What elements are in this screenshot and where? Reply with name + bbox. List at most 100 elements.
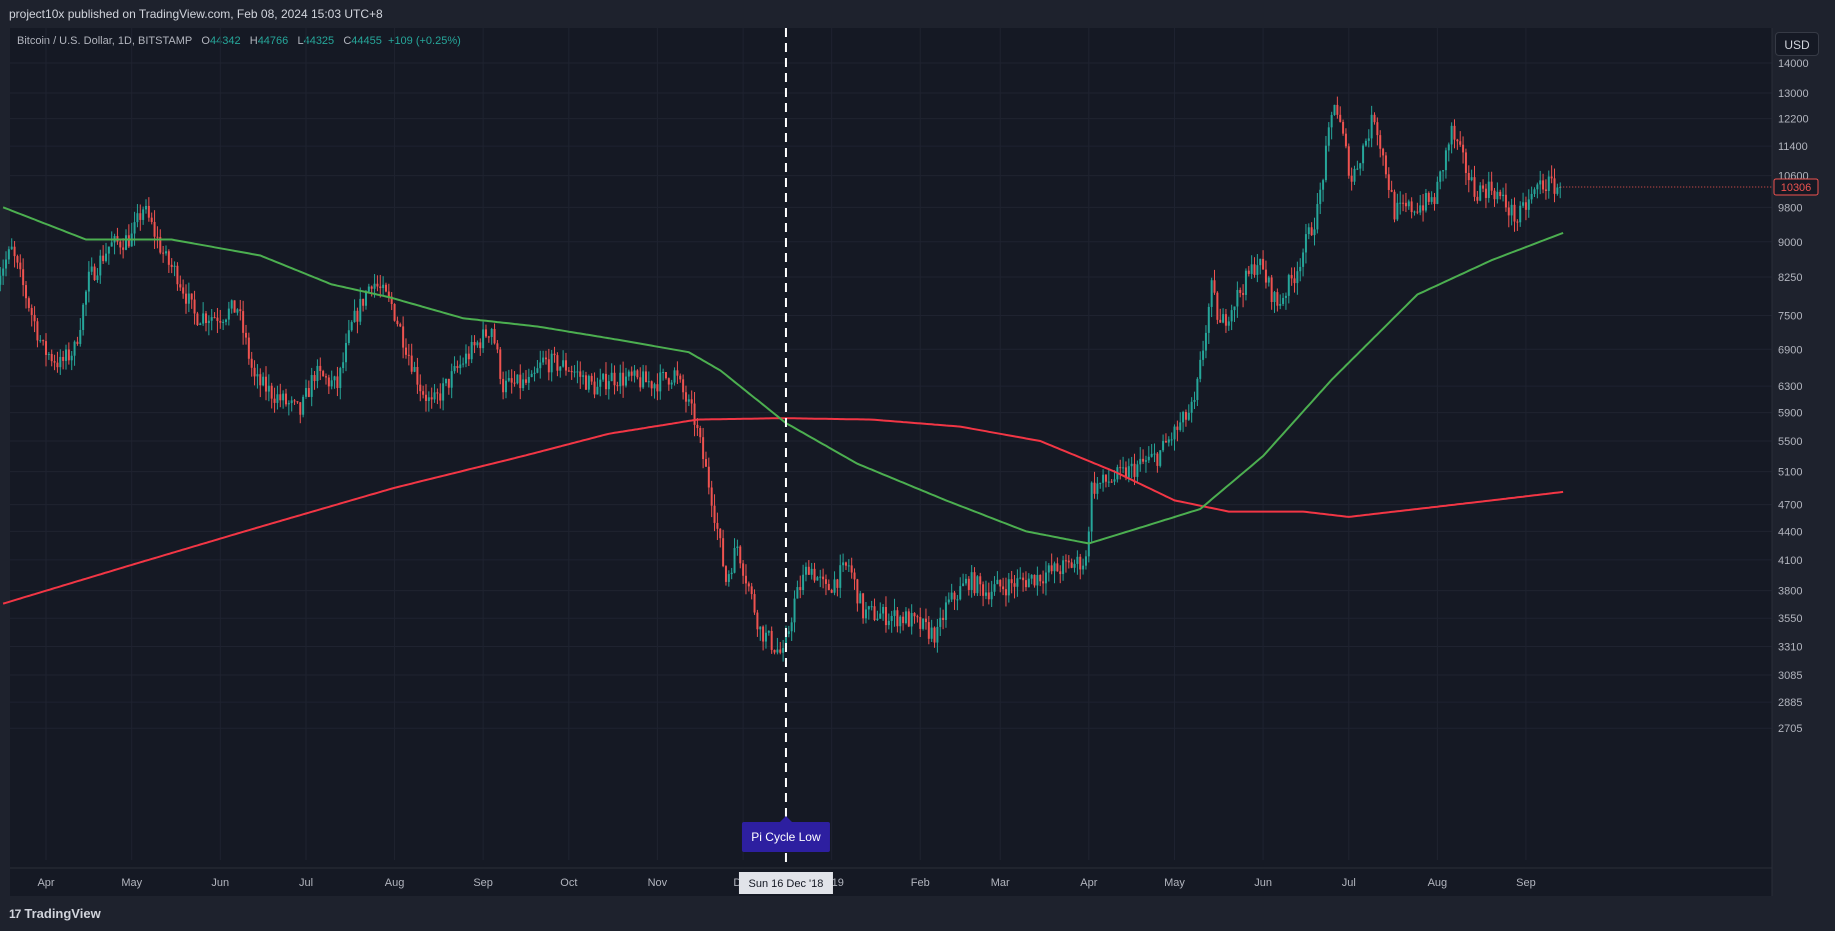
candle-body	[747, 583, 750, 587]
candle-body	[653, 384, 656, 389]
candle-body	[770, 630, 773, 650]
candle-body	[133, 222, 136, 234]
candle-body	[810, 568, 813, 575]
candle-body	[304, 388, 307, 397]
candle-body	[1410, 201, 1413, 213]
symbol-legend[interactable]: Bitcoin / U.S. Dollar, 1D, BITSTAMP O443…	[17, 35, 461, 47]
candle-body	[582, 375, 585, 377]
candle-body	[182, 287, 185, 294]
bottom-bar	[0, 896, 1835, 931]
candle-body	[1319, 189, 1322, 205]
candle-body	[1404, 202, 1407, 207]
candle-body	[293, 400, 296, 402]
candle-body	[433, 392, 436, 400]
time-tick-label: Jul	[1342, 877, 1356, 889]
candle-body	[704, 459, 707, 467]
candle-body	[147, 205, 150, 218]
open-value: 44342	[209, 35, 241, 47]
candle-body	[1130, 463, 1133, 467]
candle-body	[1044, 572, 1047, 584]
candle-body	[573, 371, 576, 373]
candle-body	[856, 579, 859, 604]
candle-body	[1364, 140, 1367, 146]
tradingview-logo[interactable]: 17 TradingView	[9, 906, 101, 921]
candle-body	[353, 310, 356, 323]
time-tick-label: May	[121, 877, 142, 889]
candle-body	[613, 372, 616, 386]
candle-body	[276, 394, 279, 403]
candle-body	[127, 235, 130, 247]
candle-body	[384, 284, 387, 292]
candle-body	[1296, 271, 1299, 284]
candle-body	[776, 649, 779, 653]
candle-body	[1030, 574, 1033, 579]
candle-body	[890, 615, 893, 621]
currency-button[interactable]: USD	[1775, 32, 1819, 56]
candle-body	[784, 633, 787, 649]
candle-body	[767, 630, 770, 633]
candle-body	[979, 576, 982, 585]
candle-body	[459, 364, 462, 369]
candle-body	[453, 366, 456, 372]
candle-body	[587, 375, 590, 390]
crosshair-date-box	[738, 872, 833, 894]
candle-body	[602, 373, 605, 380]
candle-body	[436, 392, 439, 394]
candle-body	[1022, 577, 1025, 581]
candle-body	[99, 255, 102, 276]
candle-body	[496, 343, 499, 350]
candle-body	[507, 378, 510, 381]
price-tick-label: 3310	[1778, 642, 1802, 654]
candle-body	[833, 579, 836, 593]
price-tick-label: 5500	[1778, 436, 1802, 448]
candle-body	[884, 606, 887, 626]
candle-body	[379, 286, 382, 289]
candle-body	[70, 355, 73, 361]
candle-body	[1556, 187, 1559, 194]
candle-body	[1047, 565, 1050, 573]
candle-body	[176, 265, 179, 285]
candle-body	[1344, 133, 1347, 147]
candle-body	[887, 620, 890, 626]
candle-body	[527, 376, 530, 383]
candle-body	[553, 353, 556, 356]
candle-body	[1384, 155, 1387, 175]
candle-body	[1244, 270, 1247, 295]
candle-body	[916, 616, 919, 618]
candle-body	[279, 394, 282, 401]
candle-body	[216, 317, 219, 322]
candle-body	[1202, 350, 1205, 360]
candles	[0, 96, 1562, 662]
candle-body	[213, 317, 216, 319]
candle-body	[782, 648, 785, 653]
candle-body	[1010, 579, 1013, 584]
candle-body	[902, 616, 905, 624]
candle-body	[327, 377, 330, 387]
candle-body	[422, 391, 425, 395]
time-tick-label: Aug	[1428, 877, 1448, 889]
candle-body	[842, 562, 845, 566]
chart-pane[interactable]	[10, 28, 1772, 896]
candle-body	[330, 380, 333, 387]
price-tick-label: 2705	[1778, 723, 1802, 735]
candle-body	[1470, 177, 1473, 181]
candle-body	[239, 309, 242, 312]
candle-body	[1347, 146, 1350, 176]
candle-body	[399, 324, 402, 327]
candle-body	[1173, 426, 1176, 440]
candle-body	[1147, 456, 1150, 461]
candle-body	[853, 572, 856, 580]
candle-body	[684, 392, 687, 402]
candle-body	[787, 631, 790, 634]
candle-body	[1342, 121, 1345, 134]
candle-body	[513, 382, 516, 384]
candle-body	[1190, 401, 1193, 413]
candle-body	[1367, 138, 1370, 141]
candle-body	[516, 374, 519, 384]
candle-body	[910, 613, 913, 627]
candle-body	[933, 627, 936, 643]
candle-body	[1262, 258, 1265, 270]
candle-body	[224, 319, 227, 322]
candle-body	[867, 606, 870, 610]
